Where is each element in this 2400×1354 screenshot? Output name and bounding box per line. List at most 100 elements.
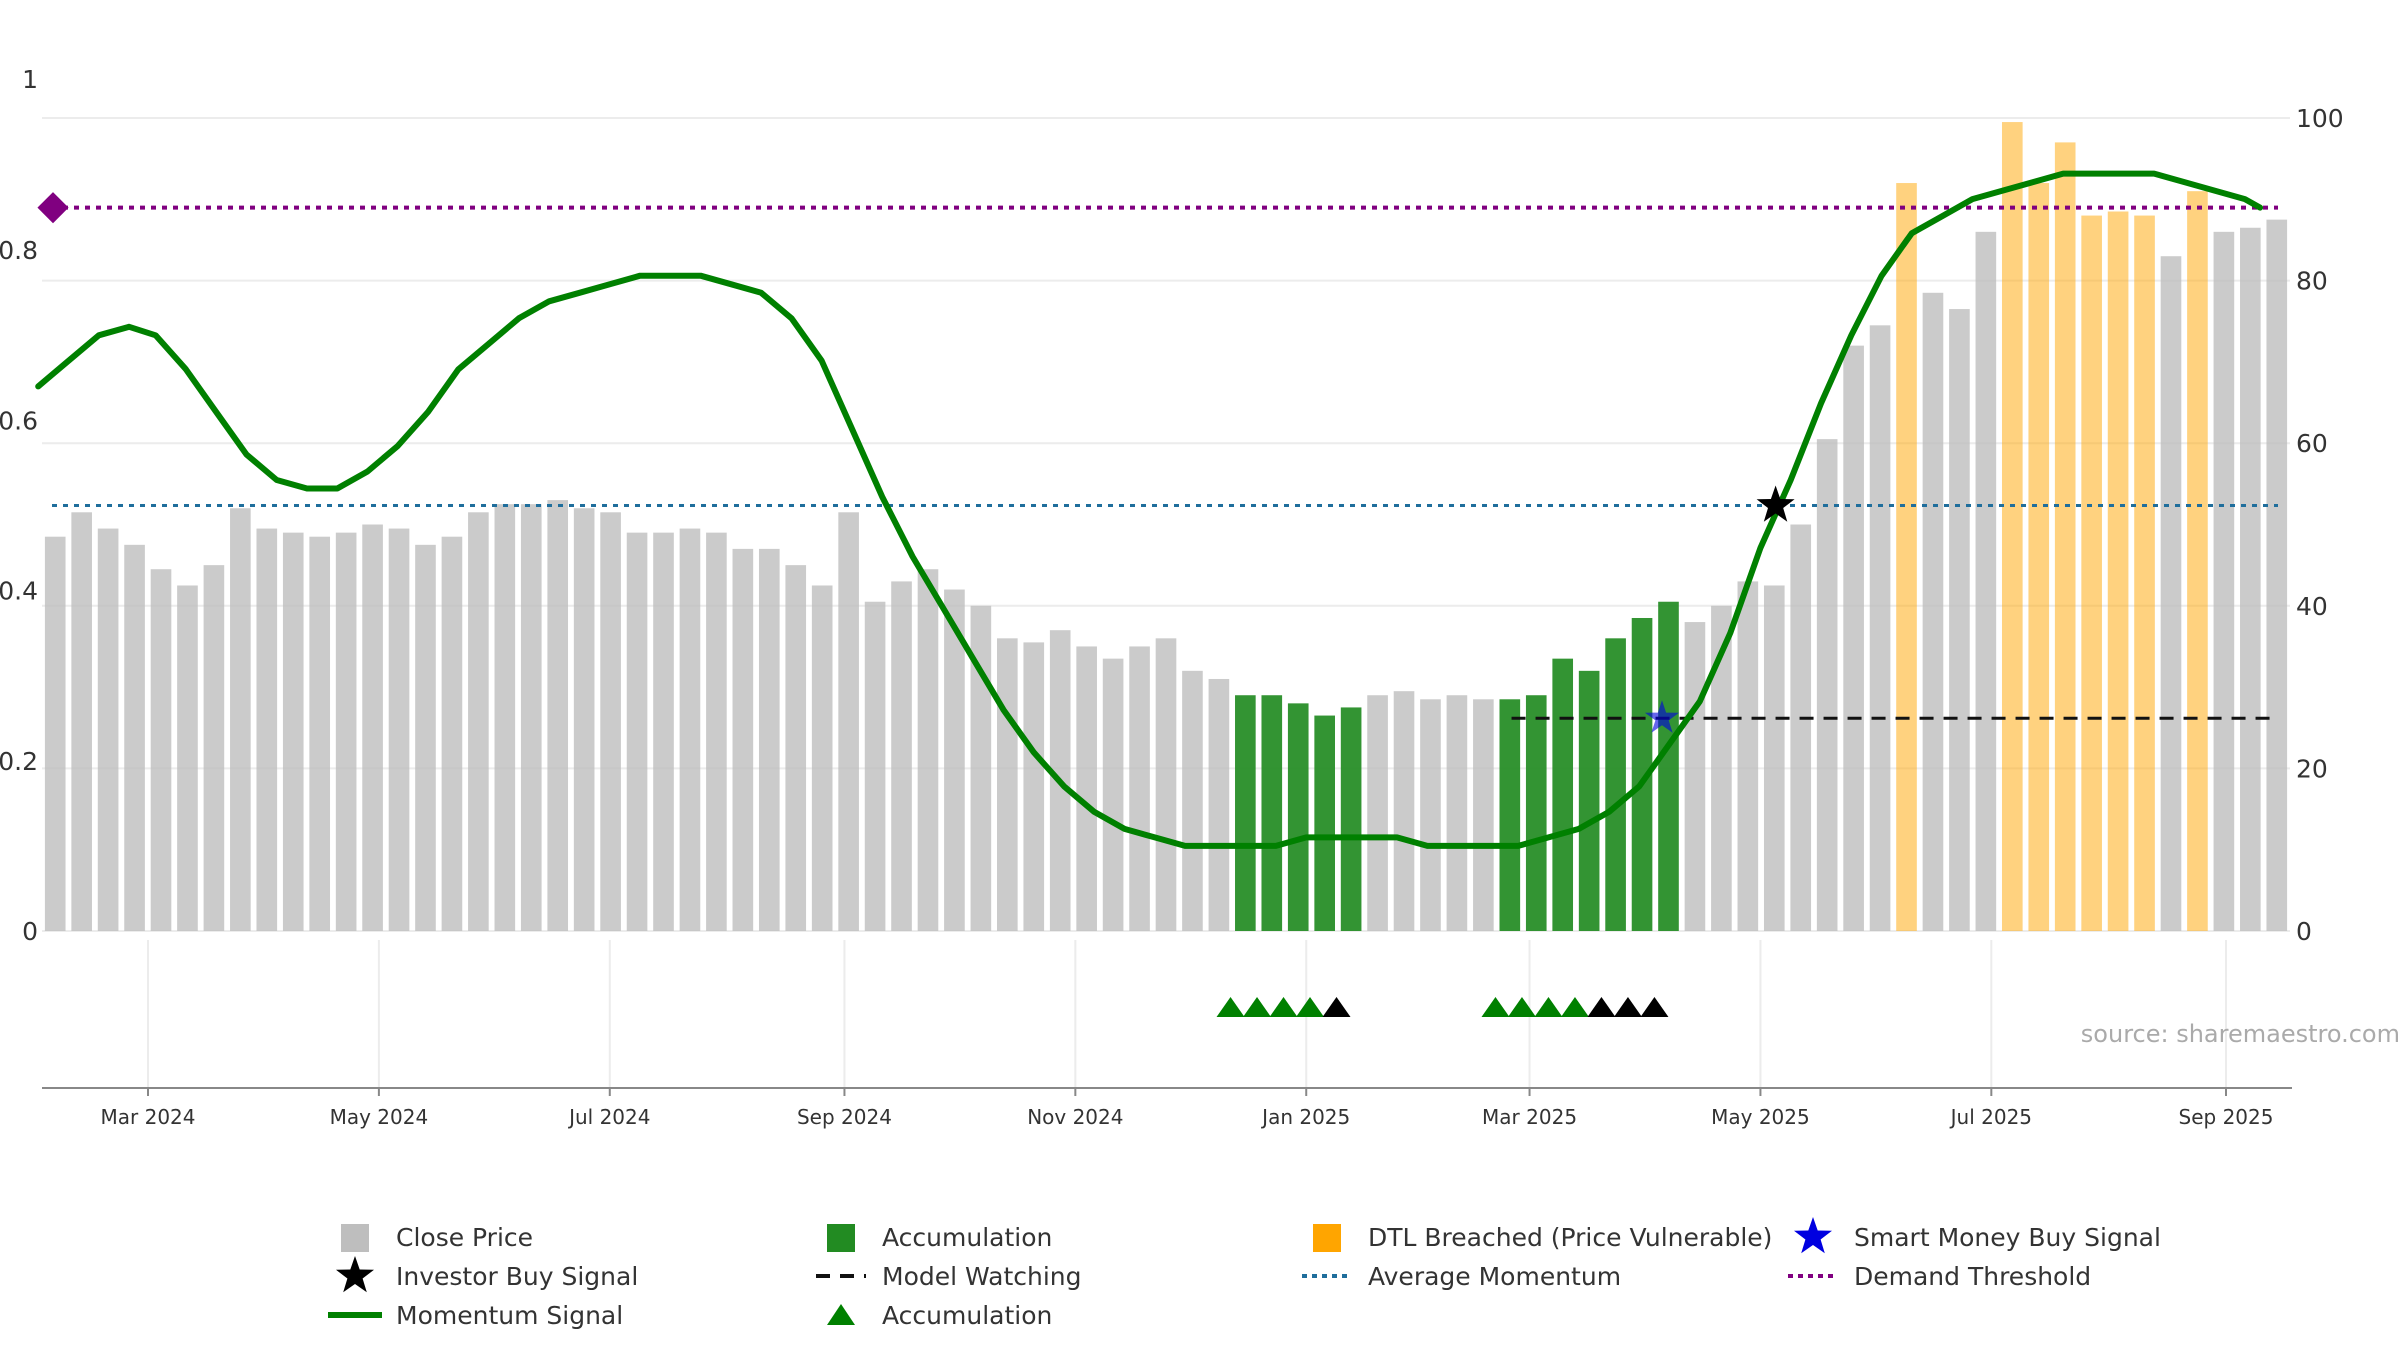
close-price-bar (2107, 211, 2129, 931)
close-price-bar (1235, 695, 1256, 931)
close-price-bar (1525, 695, 1547, 931)
accumulation-triangle (1269, 997, 1298, 1017)
legend-item-avg: Average Momentum (1302, 1262, 1621, 1291)
left-axis-tick-label: 0 (22, 917, 38, 946)
close-price-bar (811, 585, 833, 931)
accumulation-triangle (1560, 997, 1589, 1017)
close-price-bar (2240, 227, 2261, 931)
close-price-bar (1552, 658, 1574, 931)
x-axis-tick-label: Jul 2025 (1949, 1105, 2032, 1129)
right-axis-tick-label: 80 (2296, 267, 2328, 296)
close-price-bar (1869, 325, 1891, 931)
x-axis-tick-label: Sep 2024 (797, 1105, 892, 1129)
legend-item-investor: Investor Buy Signal (336, 1256, 638, 1293)
close-price-bar (1023, 642, 1045, 931)
legend-label: Accumulation (882, 1301, 1052, 1330)
close-price-bar (256, 528, 278, 931)
close-price-bar (2266, 219, 2288, 931)
left-axis-tick-label: 0.2 (0, 747, 38, 776)
source-label: source: sharemaestro.com (2081, 1020, 2400, 1048)
close-price-bar (2187, 191, 2208, 932)
close-price-bar (944, 589, 965, 931)
close-price-bar (1287, 703, 1309, 931)
axes: 0 0.2 0.4 0.6 0.8 1 0 20 40 60 80 100 Mar 2024 May 20… (0, 65, 2344, 1129)
close-price-bar (891, 581, 912, 931)
legend-label: Demand Threshold (1854, 1262, 2091, 1291)
left-axis-tick-label: 0.6 (0, 406, 38, 435)
right-axis-tick-label: 100 (2296, 104, 2344, 133)
accumulation-triangle-black (1613, 997, 1642, 1017)
legend-swatch-dtl (1313, 1224, 1341, 1252)
close-price-bar (1473, 699, 1494, 931)
close-price-bar (2028, 183, 2050, 932)
close-price-bar (864, 601, 886, 931)
close-price-bar (679, 528, 701, 931)
reference-lines (37, 192, 2278, 720)
close-price-bar (653, 532, 674, 931)
legend-label: Average Momentum (1368, 1262, 1621, 1291)
x-axis-tick-label: Jul 2024 (567, 1105, 650, 1129)
legend-item-watch: Model Watching (816, 1262, 1082, 1291)
right-axis-tick-label: 60 (2296, 429, 2328, 458)
legend: Close Price Accumulation DTL Breached (Pri… (328, 1217, 2161, 1330)
left-axis-tick-label: 0.4 (0, 577, 38, 606)
legend-swatch-accumulation (827, 1224, 855, 1252)
close-price-bar (785, 565, 807, 931)
close-price-bar (1816, 439, 1838, 931)
close-price-bar (2054, 142, 2076, 931)
close-price-bar (441, 536, 463, 931)
close-price-bar (44, 536, 66, 931)
accumulation-triangle (1296, 997, 1325, 1017)
legend-label: Smart Money Buy Signal (1854, 1223, 2161, 1252)
legend-star-investor (336, 1256, 374, 1293)
x-axis-tick-label: Mar 2025 (1482, 1105, 1577, 1129)
x-axis-tick-label: May 2025 (1711, 1105, 1810, 1129)
close-price-bar (1102, 658, 1124, 931)
close-price-bar (362, 524, 383, 931)
close-price-bar (230, 508, 251, 931)
close-price-bar (124, 544, 145, 931)
smart-money-buy-signal-star (1644, 700, 1680, 733)
x-axis-tick-label: May 2024 (330, 1105, 429, 1129)
close-price-bar (2213, 231, 2235, 931)
legend-label: Close Price (396, 1223, 533, 1252)
close-price-bar (1658, 601, 1679, 931)
close-price-bar (1949, 309, 1970, 931)
close-price-bar (177, 585, 198, 931)
close-price-bar (150, 569, 172, 931)
legend-label: Accumulation (882, 1223, 1052, 1252)
close-price-bar (468, 512, 489, 931)
close-price-bar (732, 548, 754, 931)
legend-item-close: Close Price (341, 1223, 533, 1252)
close-price-bar (1208, 678, 1230, 931)
bars (44, 122, 2288, 932)
close-price-bar (1684, 622, 1706, 931)
close-price-bar (1261, 695, 1283, 931)
close-price-bar (335, 532, 357, 931)
legend-swatch-close-price (341, 1224, 369, 1252)
accumulation-triangle-black (1322, 997, 1351, 1017)
x-axis-tick-label: Mar 2024 (101, 1105, 196, 1129)
legend-star-smart-money (1794, 1217, 1832, 1254)
legend-triangle-accumulation (827, 1304, 855, 1325)
close-price-bar (1711, 605, 1732, 931)
close-price-bar (547, 500, 569, 931)
signals (1216, 485, 1795, 1017)
close-price-bar (2001, 122, 2023, 931)
left-axis-tick-label: 1 (22, 65, 38, 94)
close-price-bar (1763, 585, 1785, 931)
close-price-bar (2160, 256, 2182, 932)
close-price-bar (71, 512, 92, 931)
close-price-bar (1896, 183, 1917, 932)
close-price-bar (1631, 617, 1653, 931)
close-price-bar (309, 536, 331, 931)
right-axis-tick-label: 0 (2296, 917, 2312, 946)
close-price-bar (1578, 670, 1600, 931)
close-price-bar (520, 504, 542, 931)
close-price-bar (203, 565, 225, 931)
close-price-bar (1314, 715, 1335, 931)
close-price-bar (1420, 699, 1441, 931)
legend-item-accum_bar: Accumulation (827, 1223, 1052, 1252)
